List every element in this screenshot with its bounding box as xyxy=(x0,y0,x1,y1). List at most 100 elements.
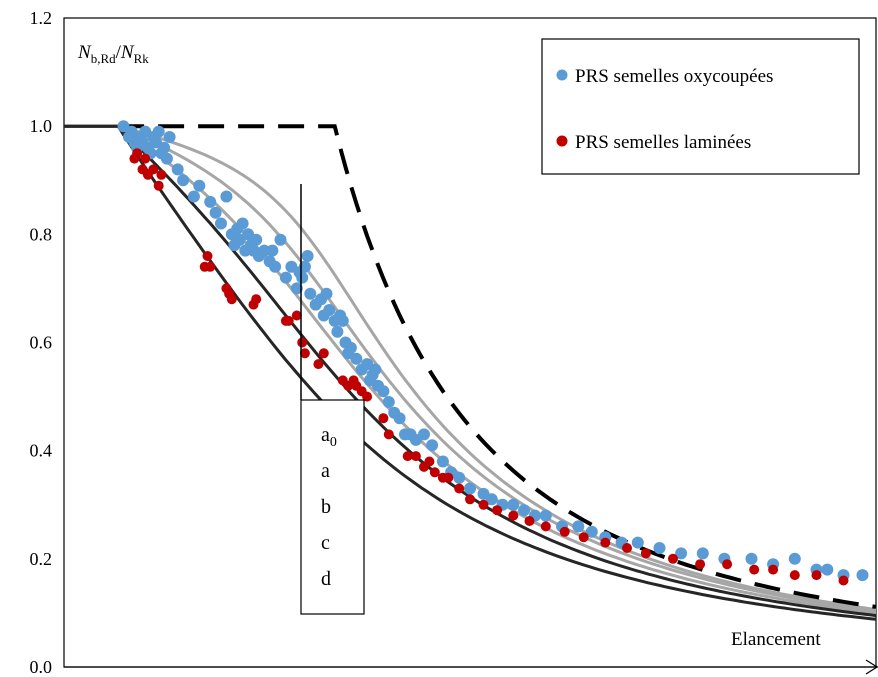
point-oxycoupees xyxy=(158,141,171,154)
curve-label-box xyxy=(300,399,365,615)
point-oxycoupees xyxy=(336,314,349,327)
point-laminees xyxy=(402,451,413,462)
point-oxycoupees xyxy=(269,260,282,273)
point-laminees xyxy=(132,148,143,159)
point-oxycoupees xyxy=(193,179,206,192)
point-oxycoupees xyxy=(507,498,520,511)
point-laminees xyxy=(454,483,465,494)
curve-label: a xyxy=(321,460,330,482)
point-oxycoupees xyxy=(382,396,395,408)
legend-label-oxy: PRS semelles oxycoupées xyxy=(575,66,773,87)
point-oxycoupees xyxy=(572,520,585,533)
point-oxycoupees xyxy=(296,271,309,284)
point-laminees xyxy=(811,570,822,581)
curve-label: d xyxy=(321,568,331,590)
point-oxycoupees xyxy=(696,547,709,560)
legend-marker-lam xyxy=(556,135,568,147)
x-axis-arrow xyxy=(865,659,878,675)
y-tick-label: 0.6 xyxy=(30,333,53,353)
point-oxycoupees xyxy=(290,282,303,295)
point-laminees xyxy=(622,543,632,553)
point-oxycoupees xyxy=(304,287,317,300)
point-oxycoupees xyxy=(250,233,263,246)
point-oxycoupees xyxy=(426,439,439,452)
point-oxycoupees xyxy=(788,552,801,565)
point-laminees xyxy=(378,413,389,424)
point-laminees xyxy=(153,180,164,191)
point-oxycoupees xyxy=(856,569,869,582)
point-oxycoupees xyxy=(301,250,314,262)
point-laminees xyxy=(429,467,440,478)
point-oxycoupees xyxy=(675,547,688,560)
point-laminees xyxy=(695,559,706,570)
point-oxycoupees xyxy=(518,504,531,517)
curve-label: c xyxy=(321,532,330,554)
legend-box xyxy=(541,38,860,175)
point-laminees xyxy=(559,526,570,537)
point-oxycoupees xyxy=(171,163,184,176)
point-laminees xyxy=(251,294,262,305)
point-laminees xyxy=(524,516,535,526)
y-axis-title: Nb,Rd/NRk xyxy=(77,42,149,66)
point-laminees xyxy=(768,564,779,575)
point-oxycoupees xyxy=(485,493,498,506)
point-laminees xyxy=(578,532,589,543)
buckling-curve-d xyxy=(64,124,877,621)
point-oxycoupees xyxy=(393,412,406,425)
point-oxycoupees xyxy=(745,552,758,565)
point-laminees xyxy=(291,310,302,321)
y-tick-label: 1.2 xyxy=(30,8,53,28)
point-laminees xyxy=(202,251,213,261)
point-oxycoupees xyxy=(350,352,363,365)
buckling-curve-a0 xyxy=(64,124,877,611)
point-oxycoupees xyxy=(274,233,287,246)
curve-label: a0 xyxy=(321,424,337,450)
point-laminees xyxy=(205,261,216,272)
point-laminees xyxy=(424,456,435,467)
point-oxycoupees xyxy=(215,217,227,230)
point-laminees xyxy=(838,575,849,586)
point-oxycoupees xyxy=(152,125,165,138)
x-axis-title: Elancement xyxy=(731,629,821,650)
point-oxycoupees xyxy=(266,244,279,257)
point-laminees xyxy=(722,559,733,570)
point-laminees xyxy=(668,553,678,564)
buckling-curve-b xyxy=(64,124,877,615)
point-oxycoupees xyxy=(653,542,666,554)
point-laminees xyxy=(383,429,394,440)
point-oxycoupees xyxy=(160,152,173,165)
y-tick-label: 0.2 xyxy=(30,549,53,569)
y-axis-ticks: 0.0 0.2 0.4 0.6 0.8 1.0 1.2 xyxy=(30,8,53,677)
point-oxycoupees xyxy=(320,287,333,300)
point-laminees xyxy=(789,570,800,581)
point-oxycoupees xyxy=(209,206,222,219)
legend-label-lam: PRS semelles laminées xyxy=(575,132,751,153)
point-oxycoupees xyxy=(298,260,311,273)
point-oxycoupees xyxy=(821,563,834,576)
point-laminees xyxy=(226,294,237,305)
buckling-curve-a xyxy=(64,124,877,613)
point-laminees xyxy=(600,537,611,548)
point-laminees xyxy=(640,548,651,559)
point-oxycoupees xyxy=(585,525,598,538)
y-tick-label: 0.0 xyxy=(30,657,53,677)
point-oxycoupees xyxy=(344,341,357,354)
point-oxycoupees xyxy=(377,385,390,398)
point-laminees xyxy=(478,499,489,510)
point-laminees xyxy=(140,153,151,164)
point-laminees xyxy=(465,494,475,505)
point-laminees xyxy=(313,359,324,370)
point-oxycoupees xyxy=(464,482,476,495)
point-oxycoupees xyxy=(323,304,336,316)
point-laminees xyxy=(297,337,308,348)
point-oxycoupees xyxy=(631,536,644,549)
y-tick-label: 0.4 xyxy=(30,441,53,461)
point-laminees xyxy=(443,472,454,483)
point-laminees xyxy=(540,521,551,532)
buckling-curve-c xyxy=(64,124,877,618)
y-tick-label: 0.8 xyxy=(30,224,53,244)
point-oxycoupees xyxy=(453,471,466,484)
point-oxycoupees xyxy=(331,325,344,338)
point-oxycoupees xyxy=(177,174,190,187)
